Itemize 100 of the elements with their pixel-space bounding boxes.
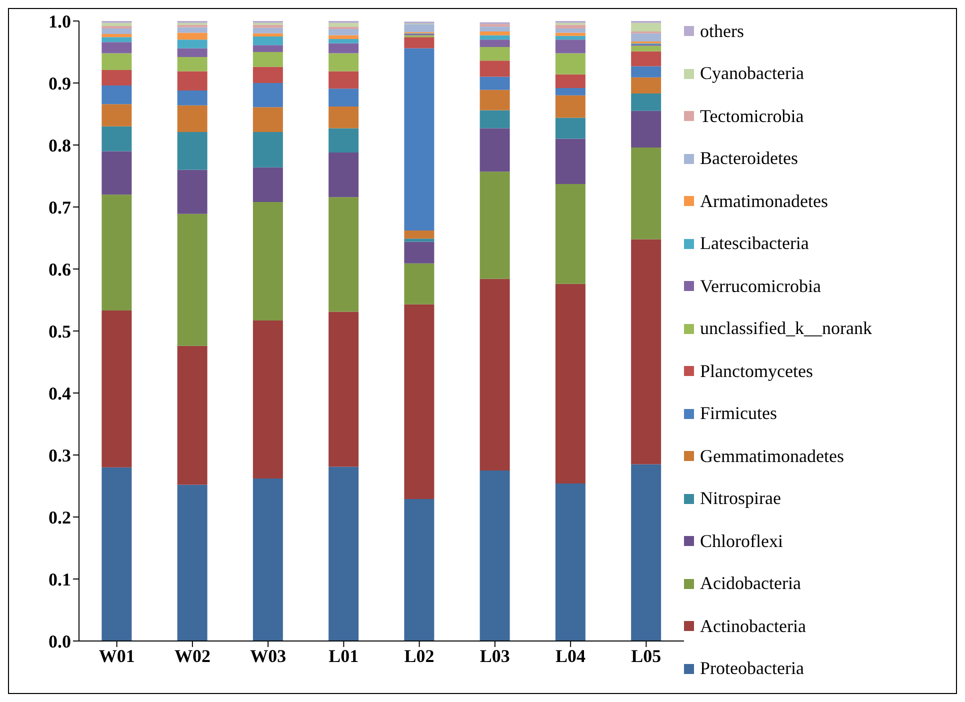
- y-tick-label: 0.0: [48, 631, 71, 652]
- bar: [252, 132, 283, 168]
- bar: [555, 40, 586, 54]
- bar: [480, 60, 510, 77]
- bar: [328, 106, 359, 128]
- bar: [480, 26, 510, 32]
- bar: [328, 71, 359, 89]
- bar: [102, 126, 132, 152]
- bar: [328, 43, 359, 54]
- legend-label: Gemmatimonadetes: [700, 446, 844, 467]
- bar: [555, 95, 586, 118]
- bar: [252, 66, 283, 83]
- bar: [555, 32, 586, 36]
- x-tick-label: L04: [556, 646, 586, 666]
- bar: [631, 22, 662, 32]
- y-tick-label: 0.3: [48, 445, 71, 466]
- y-tick-label: 0.5: [48, 321, 71, 342]
- x-tick-label: L01: [328, 646, 359, 666]
- bar: [631, 46, 662, 52]
- bar: [480, 35, 510, 40]
- bar: [631, 147, 662, 240]
- bar: [328, 38, 359, 44]
- legend-label: Tectomicrobia: [700, 106, 804, 127]
- bar: [631, 239, 662, 464]
- y-tick-label: 0.7: [48, 197, 71, 218]
- bar: [102, 70, 132, 86]
- bar: [555, 74, 586, 88]
- bar: [404, 499, 434, 641]
- bar: [177, 214, 208, 346]
- bar: [177, 48, 208, 57]
- bar: [252, 36, 283, 46]
- legend-label: others: [700, 20, 744, 42]
- bar: [328, 35, 359, 39]
- bar: [177, 32, 208, 40]
- bar: [404, 230, 434, 239]
- bar: [555, 138, 586, 184]
- bar: [328, 312, 359, 467]
- bar: [252, 107, 283, 132]
- bar: [631, 110, 662, 148]
- x-tick-label: W03: [250, 646, 286, 666]
- x-tick-label: W01: [98, 646, 135, 666]
- bar: [177, 90, 208, 106]
- bar: [555, 88, 586, 96]
- bar: [252, 202, 283, 320]
- x-tick-label: W02: [174, 646, 210, 666]
- y-tick-label: 0.1: [48, 569, 71, 590]
- bar: [102, 37, 132, 42]
- legend-label: Chloroflexi: [700, 530, 783, 552]
- bar: [555, 284, 586, 484]
- bar: [480, 47, 510, 61]
- bar: [177, 346, 208, 485]
- legend-label: Actinobacteria: [700, 616, 806, 637]
- bar: [328, 26, 359, 30]
- legend-label: Latescibacteria: [700, 233, 809, 254]
- bar: [328, 197, 359, 312]
- bar: [555, 53, 586, 74]
- bar: [177, 56, 208, 72]
- bar: [252, 167, 283, 202]
- bar: [102, 34, 132, 38]
- bar: [102, 467, 132, 641]
- bar: [252, 52, 283, 67]
- bar: [480, 40, 510, 48]
- bar: [555, 184, 586, 284]
- x-tick-label: L03: [480, 646, 510, 666]
- bar: [102, 53, 132, 70]
- bar: [177, 27, 208, 33]
- bar: [177, 24, 208, 28]
- bar: [252, 83, 283, 108]
- bar: [631, 464, 662, 641]
- bar: [480, 128, 510, 172]
- bar: [328, 152, 359, 198]
- bar: [480, 110, 510, 128]
- bar: [177, 132, 208, 170]
- y-tick-label: 0.9: [48, 73, 71, 94]
- bar: [480, 172, 510, 279]
- bar: [480, 32, 510, 36]
- bar: [328, 128, 359, 152]
- bar: [480, 24, 510, 27]
- legend-label: Acidobacteria: [700, 573, 801, 594]
- bar: [102, 104, 132, 126]
- bar: [252, 28, 283, 34]
- bar: [328, 53, 359, 72]
- bar: [404, 24, 434, 32]
- bar: [102, 28, 132, 34]
- bar: [404, 304, 434, 500]
- bar: [177, 105, 208, 132]
- bar: [328, 466, 359, 641]
- bar: [555, 484, 586, 641]
- legend-label: Proteobacteria: [700, 658, 804, 680]
- bar: [480, 76, 510, 90]
- bar: [328, 22, 359, 27]
- bar: [631, 77, 662, 94]
- bar: [555, 118, 586, 139]
- y-tick-label: 0.4: [48, 383, 71, 404]
- x-tick-label: L02: [404, 646, 434, 666]
- bar: [328, 29, 359, 36]
- bar: [404, 242, 434, 264]
- bar: [252, 320, 283, 479]
- bar: [480, 470, 510, 641]
- x-tick-label: L05: [631, 646, 662, 666]
